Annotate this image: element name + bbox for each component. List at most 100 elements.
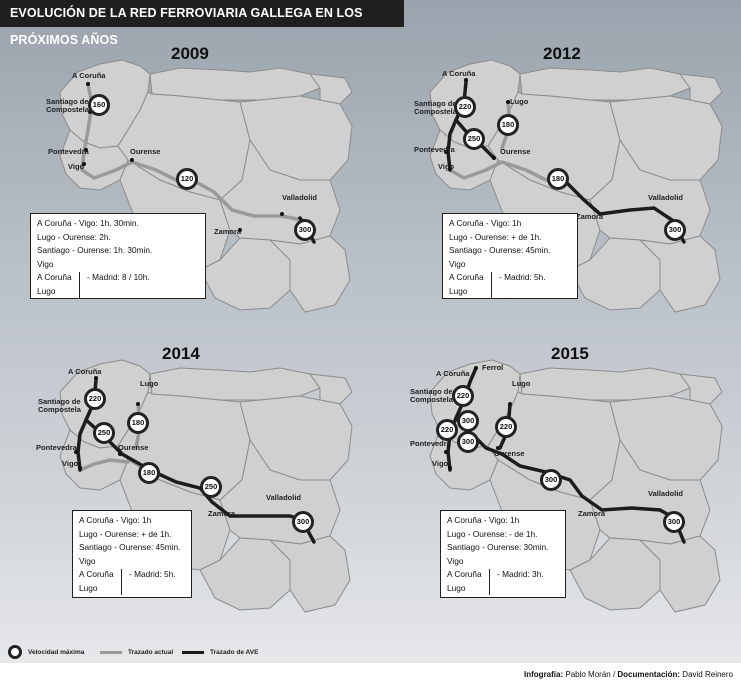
current-track-legend-line [100, 651, 122, 654]
madrid-time: - Madrid: 5h. [129, 568, 176, 579]
city-ourense: Ourense [500, 147, 531, 156]
credit-infografia-label: Infografía: [524, 670, 564, 679]
origin-city: Vigo [37, 258, 54, 269]
city-a-coruna: A Coruña [68, 367, 102, 376]
speed-marker: 120 [176, 168, 198, 190]
madrid-group: Vigo A Coruña Lugo - Madrid: 5h. [79, 555, 185, 596]
ave-track-legend-line [182, 651, 204, 654]
city-valladolid: Valladolid [266, 493, 302, 502]
city-a-coruna: A Coruña [442, 69, 476, 78]
city-ourense: Ourense [130, 147, 161, 156]
speed-marker: 220 [452, 385, 474, 407]
madrid-group: Vigo A Coruña Lugo - Madrid: 5h. [449, 258, 571, 299]
credit-doc-label: Documentación: [617, 670, 681, 679]
map-2015 [429, 359, 723, 613]
origin-city: A Coruña [447, 569, 482, 579]
origin-city: A Coruña [79, 569, 114, 579]
madrid-time: - Madrid: 8 / 10h. [87, 271, 150, 282]
year-label: 2009 [171, 44, 209, 63]
map-2009 [59, 59, 353, 313]
map-panel-2015: 2015 A Coruña Ferrol Santiago de Compost… [370, 330, 740, 650]
time-line: Santiago - Ourense: 45min. [79, 542, 181, 552]
travel-times-box: A Coruña - Vigo: 1h Lugo - Ourense: + de… [72, 510, 192, 598]
speed-marker: 180 [497, 114, 519, 136]
current-track [80, 82, 304, 222]
map-panel-2014: 2014 A Coruña Santiago de Compostela Lug… [0, 330, 370, 650]
speed-marker: 220 [84, 388, 106, 410]
city-pontevedra: Pontevedra [410, 439, 451, 448]
speed-marker: 180 [127, 412, 149, 434]
madrid-time: - Madrid: 5h. [499, 271, 546, 282]
time-line: Lugo - Ourense: - de 1h. [447, 528, 538, 539]
speed-marker: 220 [454, 96, 476, 118]
city-valladolid: Valladolid [648, 489, 684, 498]
origin-city: Vigo [79, 555, 96, 566]
city-a-coruna: A Coruña [436, 369, 470, 378]
city-zamora: Zamora [576, 212, 604, 221]
city-zamora: Zamora [214, 227, 242, 236]
origin-city: Lugo [447, 582, 466, 593]
time-line: Santiago - Ourense: 30min. [447, 542, 549, 552]
speed-marker: 250 [463, 128, 485, 150]
speed-marker: 300 [663, 511, 685, 533]
speed-marker: 180 [547, 168, 569, 190]
origin-city: Vigo [449, 258, 466, 269]
speed-marker: 300 [294, 219, 316, 241]
group-divider [489, 568, 490, 595]
group-divider [121, 568, 122, 595]
madrid-group: Vigo A Coruña Lugo - Madrid: 3h. [447, 555, 559, 596]
speed-marker: 300 [664, 219, 686, 241]
map-panel-2012: 2012 A Coruña Santiago de Compostela Lug… [370, 30, 740, 350]
city-lugo: Lugo [512, 379, 531, 388]
city-zamora: Zamora [208, 509, 236, 518]
city-zamora: Zamora [578, 509, 606, 518]
group-divider [79, 271, 80, 298]
time-line: A Coruña - Vigo: 1h [449, 218, 522, 228]
year-label: 2014 [162, 344, 200, 363]
city-santiago: Santiago de Compostela [38, 397, 81, 414]
travel-times-box: A Coruña - Vigo: 1h Lugo - Ourense: + de… [442, 213, 578, 299]
speed-marker: 300 [292, 511, 314, 533]
city-santiago: Santiago de Compostela [410, 387, 453, 404]
travel-times-box: A Coruña - Vigo: 1h. 30min. Lugo - Ouren… [30, 213, 206, 299]
credit-doc: David Reinero [682, 670, 733, 679]
legend-current: Trazado actual [128, 649, 174, 656]
speed-marker: 300 [457, 431, 479, 453]
travel-times-box: A Coruña - Vigo: 1h Lugo - Ourense: - de… [440, 510, 566, 598]
city-lugo: Lugo [140, 379, 159, 388]
legend-ave: Trazado de AVE [210, 649, 259, 656]
city-lugo: Lugo [510, 97, 529, 106]
city-vigo: Vigo [438, 162, 455, 171]
city-valladolid: Valladolid [282, 193, 318, 202]
speed-marker: 160 [88, 94, 110, 116]
city-ferrol: Ferrol [482, 363, 504, 372]
credits: Infografía: Pablo Morán / Documentación:… [524, 670, 733, 679]
time-line: A Coruña - Vigo: 1h. 30min. [37, 218, 139, 228]
credit-infografia: Pablo Morán [565, 670, 611, 679]
speed-marker: 250 [200, 476, 222, 498]
legend-speed: Velocidad máxima [28, 649, 85, 656]
origin-city: A Coruña [37, 272, 72, 282]
madrid-group: Vigo A Coruña Lugo - Madrid: 8 / 10h. [37, 258, 199, 299]
city-santiago: Santiago de Compostela [46, 97, 89, 114]
speed-marker: 250 [93, 422, 115, 444]
region-segovia-avila [268, 235, 351, 313]
speed-legend-icon [8, 645, 22, 659]
time-line: A Coruña - Vigo: 1h [79, 515, 152, 525]
city-a-coruna: A Coruña [72, 71, 106, 80]
year-label: 2015 [551, 344, 589, 363]
speed-marker: 300 [540, 469, 562, 491]
city-pontevedra: Pontevedra [414, 145, 455, 154]
speed-marker: 180 [138, 462, 160, 484]
city-vigo: Vigo [68, 162, 85, 171]
year-label: 2012 [543, 44, 581, 63]
group-divider [491, 271, 492, 298]
time-line: Lugo - Ourense: + de 1h. [79, 528, 172, 539]
speed-marker: 220 [495, 416, 517, 438]
speed-marker: 300 [457, 410, 479, 432]
origin-city: Lugo [37, 285, 56, 296]
origin-city: Lugo [449, 285, 468, 296]
origin-city: Lugo [79, 582, 98, 593]
city-ourense: Ourense [118, 443, 149, 452]
city-vigo: Vigo [62, 459, 79, 468]
